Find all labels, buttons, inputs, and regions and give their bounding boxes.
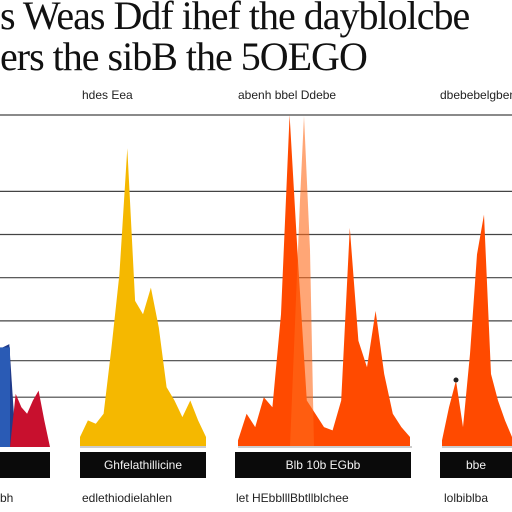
panel-4-series-1-area [442, 214, 512, 447]
chart-title-line-2: ers the sibB the 5OEGO [0, 34, 368, 79]
panel-1-series-1-shade [0, 347, 10, 447]
panel-4-bottom-label: lolbiblba [444, 491, 489, 505]
area-layer [0, 115, 512, 447]
panel-2-box-label: Ghfelathillicine [80, 452, 206, 478]
panel-4-header: dbebebelgbeneb [440, 88, 512, 102]
grid-layer [0, 114, 512, 398]
panel-3-header: abenh bbel Ddebe [238, 88, 337, 102]
panel-3-bottom-label: let HEbblllBbtllblchee [236, 491, 349, 505]
panel-1-series-2-area [10, 390, 50, 447]
panel-4-marker-dot [453, 377, 459, 383]
panel-4-box-label: bbe [440, 452, 512, 478]
panel-2-bottom-label: edlethiodielahlen [82, 491, 173, 505]
baseline-layer [80, 377, 512, 448]
chart-title-line-1: s Weas Ddf ihef the dayblolcbe [0, 0, 470, 38]
panel-3-box-label: Blb 10b EGbb [235, 452, 411, 478]
panel-2-series-1-area [80, 148, 206, 447]
panel-1-bottom-label: bh [0, 491, 14, 505]
panel-1-box-label [0, 452, 50, 478]
panel-3-series-1-area [238, 115, 410, 447]
panel-3-peak-highlight [290, 116, 314, 447]
panel-1-header: hdes Eea [82, 88, 133, 102]
